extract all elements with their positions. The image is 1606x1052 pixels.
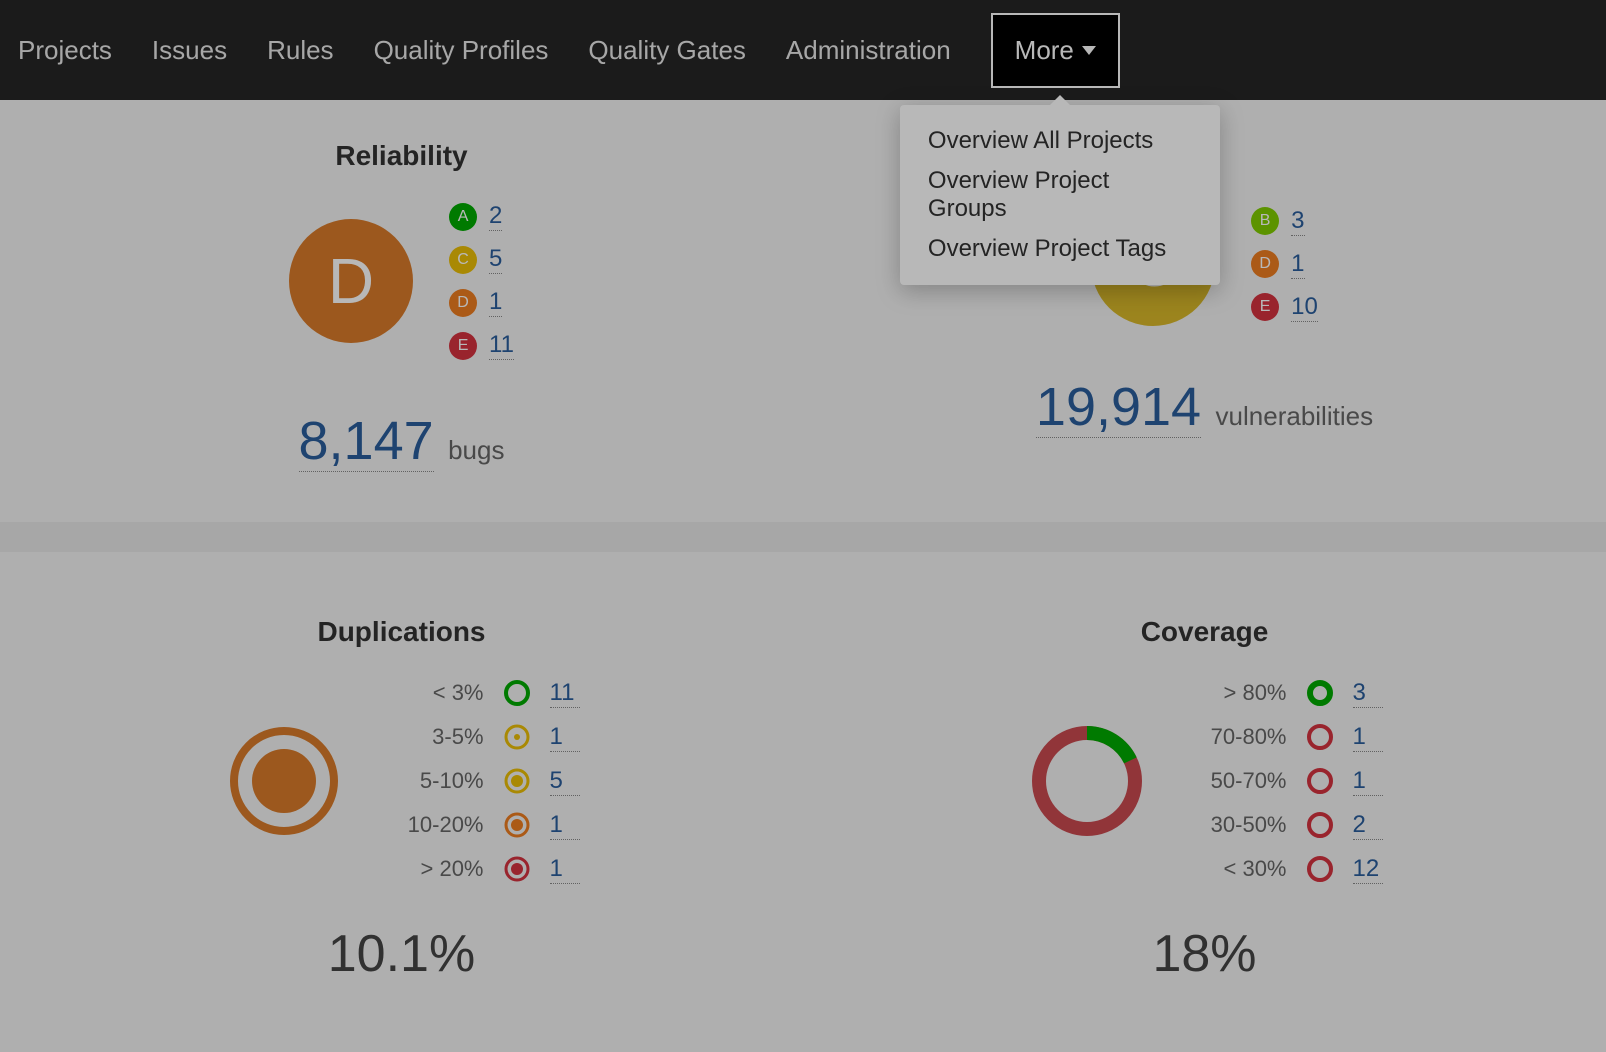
duplications-range-row: 3-5% 1 [384, 722, 580, 752]
reliability-grade-badge-icon: A [449, 203, 477, 231]
coverage-range-row: 30-50% 2 [1187, 810, 1383, 840]
nav-more-button[interactable]: More [991, 13, 1120, 88]
duplications-range-label: > 20% [384, 856, 484, 882]
coverage-percent: 18% [863, 924, 1546, 984]
duplications-range-ring-icon [502, 766, 532, 796]
duplications-range-label: 5-10% [384, 768, 484, 794]
nav-projects[interactable]: Projects [18, 35, 112, 66]
coverage-range-count-link[interactable]: 1 [1353, 767, 1383, 796]
security-row: D1 [1251, 250, 1318, 279]
nav-quality-gates[interactable]: Quality Gates [588, 35, 746, 66]
duplications-range-label: 3-5% [384, 724, 484, 750]
dropdown-overview-project-groups[interactable]: Overview Project Groups [900, 161, 1220, 229]
duplications-range-count-link[interactable]: 11 [550, 679, 580, 708]
coverage-range-ring-icon [1305, 722, 1335, 752]
security-row: B3 [1251, 207, 1318, 236]
reliability-row: D1 [449, 288, 514, 317]
duplications-panel: Duplications < 3%113-5%15-10%510-20%1> 2… [0, 576, 803, 1034]
reliability-total-link[interactable]: 8,147 [299, 411, 434, 472]
more-dropdown-menu: Overview All Projects Overview Project G… [900, 105, 1220, 285]
coverage-range-count-link[interactable]: 3 [1353, 679, 1383, 708]
coverage-range-count-link[interactable]: 12 [1353, 855, 1383, 884]
duplications-percent: 10.1% [60, 924, 743, 984]
nav-issues[interactable]: Issues [152, 35, 227, 66]
coverage-range-ring-icon [1305, 854, 1335, 884]
security-grade-badge-icon: E [1251, 293, 1279, 321]
reliability-grade-badge-icon: D [449, 289, 477, 317]
duplications-range-count-link[interactable]: 1 [550, 811, 580, 840]
reliability-grade-circle: D [289, 219, 413, 343]
duplications-range-row: 10-20% 1 [384, 810, 580, 840]
coverage-range-row: > 80% 3 [1187, 678, 1383, 708]
security-count-link[interactable]: 3 [1291, 207, 1304, 236]
security-grade-badge-icon: D [1251, 250, 1279, 278]
dropdown-overview-all-projects[interactable]: Overview All Projects [900, 121, 1220, 161]
nav-more-label: More [1015, 35, 1074, 66]
duplications-range-ring-icon [502, 678, 532, 708]
dropdown-overview-project-tags[interactable]: Overview Project Tags [900, 229, 1220, 269]
coverage-range-label: < 30% [1187, 856, 1287, 882]
duplications-range-count-link[interactable]: 5 [550, 767, 580, 796]
coverage-donut-icon [1027, 721, 1147, 841]
security-total-label: vulnerabilities [1216, 401, 1374, 431]
coverage-range-ring-icon [1305, 678, 1335, 708]
reliability-title: Reliability [60, 140, 743, 172]
reliability-grade-badge-icon: C [449, 246, 477, 274]
security-total-link[interactable]: 19,914 [1036, 377, 1201, 438]
security-grade-badge-icon: B [1251, 207, 1279, 235]
security-count-link[interactable]: 10 [1291, 293, 1318, 322]
security-count-link[interactable]: 1 [1291, 250, 1304, 279]
top-navbar: Projects Issues Rules Quality Profiles Q… [0, 0, 1606, 100]
coverage-range-ring-icon [1305, 810, 1335, 840]
duplications-donut-icon [224, 721, 344, 841]
duplications-range-ring-icon [502, 810, 532, 840]
duplications-range-ring-icon [502, 722, 532, 752]
reliability-row: C5 [449, 245, 514, 274]
coverage-range-row: 50-70% 1 [1187, 766, 1383, 796]
reliability-count-link[interactable]: 1 [489, 288, 502, 317]
reliability-count-link[interactable]: 2 [489, 202, 502, 231]
coverage-range-label: 50-70% [1187, 768, 1287, 794]
duplications-range-row: 5-10% 5 [384, 766, 580, 796]
reliability-grade-badge-icon: E [449, 332, 477, 360]
duplications-range-row: < 3% 11 [384, 678, 580, 708]
coverage-range-row: < 30% 12 [1187, 854, 1383, 884]
reliability-total-label: bugs [448, 435, 504, 465]
security-row: E 10 [1251, 293, 1318, 322]
nav-quality-profiles[interactable]: Quality Profiles [374, 35, 549, 66]
coverage-range-label: > 80% [1187, 680, 1287, 706]
reliability-row: E 11 [449, 331, 514, 360]
coverage-range-count-link[interactable]: 1 [1353, 723, 1383, 752]
nav-administration[interactable]: Administration [786, 35, 951, 66]
reliability-count-link[interactable]: 11 [489, 331, 514, 360]
coverage-range-count-link[interactable]: 2 [1353, 811, 1383, 840]
duplications-range-ring-icon [502, 854, 532, 884]
reliability-panel: Reliability D A2C5D1E11 8,147 bugs [0, 100, 803, 522]
duplications-title: Duplications [60, 616, 743, 648]
chevron-down-icon [1082, 46, 1096, 55]
coverage-range-label: 30-50% [1187, 812, 1287, 838]
duplications-range-label: 10-20% [384, 812, 484, 838]
nav-rules[interactable]: Rules [267, 35, 333, 66]
coverage-panel: Coverage > 80% 3 70-80% 1 50-70% 1 30-50% 2 < 30… [803, 576, 1606, 1034]
duplications-range-label: < 3% [384, 680, 484, 706]
duplications-range-row: > 20% 1 [384, 854, 580, 884]
coverage-range-row: 70-80% 1 [1187, 722, 1383, 752]
reliability-count-link[interactable]: 5 [489, 245, 502, 274]
coverage-title: Coverage [863, 616, 1546, 648]
coverage-range-label: 70-80% [1187, 724, 1287, 750]
duplications-range-count-link[interactable]: 1 [550, 855, 580, 884]
coverage-range-ring-icon [1305, 766, 1335, 796]
duplications-range-count-link[interactable]: 1 [550, 723, 580, 752]
reliability-row: A2 [449, 202, 514, 231]
